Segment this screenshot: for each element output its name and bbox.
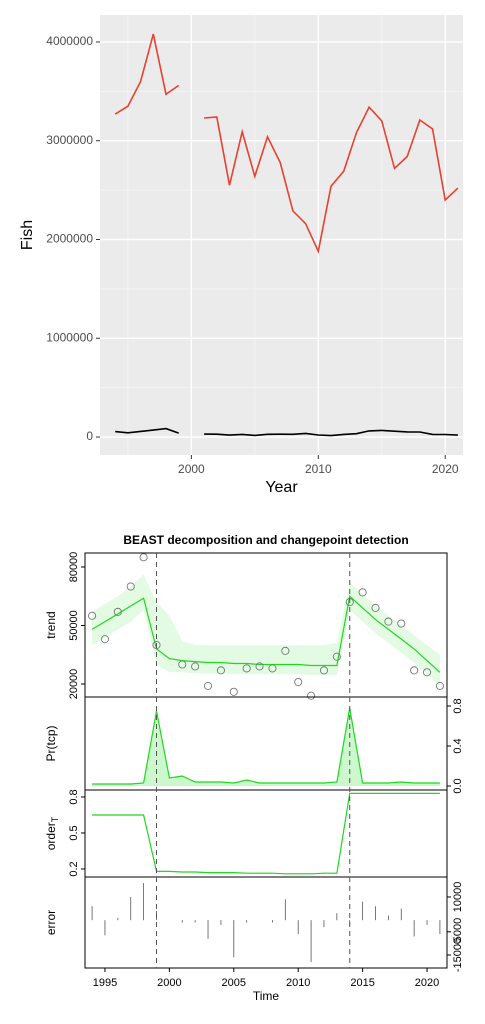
- x-axis-title: Year: [265, 479, 298, 496]
- data-point: [397, 619, 406, 628]
- y-axis-title: Pr(tcp): [44, 725, 58, 761]
- y-axis-title: trend: [44, 611, 58, 638]
- x-tick-label: 2000: [178, 462, 205, 476]
- y-tick-label: -5000: [452, 918, 464, 946]
- data-point: [113, 607, 122, 616]
- data-point: [178, 660, 187, 669]
- panel-frame: [84, 876, 448, 969]
- series-line: [115, 427, 458, 437]
- data-point: [268, 664, 277, 673]
- x-axis-title: Time: [253, 989, 280, 1003]
- data-point: [88, 611, 97, 620]
- y-tick-label: 2000000: [46, 232, 93, 246]
- y-axis-title: error: [44, 910, 58, 935]
- data-point: [255, 662, 264, 671]
- y-tick-label: 0.8: [68, 789, 80, 804]
- data-point: [294, 677, 303, 687]
- probability-line: [92, 707, 440, 785]
- y-tick-label: 50000: [68, 610, 80, 641]
- data-point: [371, 603, 380, 612]
- y-axis-title-text: error: [44, 910, 58, 935]
- x-tick-label: 2020: [432, 462, 459, 476]
- data-point: [384, 617, 393, 626]
- data-point: [281, 646, 290, 655]
- y-axis-title-text: Pr(tcp): [44, 725, 58, 761]
- x-tick-label: 2010: [305, 462, 332, 476]
- data-point: [126, 582, 135, 591]
- data-point: [139, 553, 148, 562]
- y-tick-label: 3000000: [46, 133, 93, 147]
- x-tick-label: 2005: [222, 977, 246, 989]
- y-tick-label: -15000: [452, 938, 464, 972]
- y-axis-title-text: order: [44, 822, 58, 850]
- y-tick-label: 0.0: [452, 778, 464, 793]
- y-axis-title-subscript: T: [50, 816, 60, 822]
- data-point: [229, 687, 238, 696]
- y-tick-label: 10000: [452, 882, 464, 913]
- y-axis-title: Fish: [19, 220, 36, 250]
- y-tick-label: 0.2: [68, 861, 80, 876]
- series-line: [114, 33, 459, 254]
- y-tick-label: 0.8: [452, 698, 464, 713]
- data-point: [422, 668, 432, 677]
- data-point: [307, 691, 316, 700]
- order-line: [92, 792, 440, 875]
- y-axis-title: orderT: [44, 816, 60, 850]
- uncertainty-band: [92, 574, 440, 686]
- x-tick-label: 1995: [93, 977, 117, 989]
- y-tick-label: 20000: [68, 669, 80, 700]
- data-point: [410, 666, 419, 675]
- data-point: [216, 666, 225, 675]
- y-tick-label: 0.5: [68, 825, 80, 840]
- data-point: [332, 652, 341, 661]
- data-point: [319, 666, 329, 675]
- plot-background: [100, 15, 463, 455]
- x-tick-label: 2000: [157, 977, 181, 989]
- data-point: [358, 588, 367, 597]
- chart-title: BEAST decomposition and changepoint dete…: [123, 533, 408, 547]
- data-point: [152, 640, 161, 650]
- panel-frame: [84, 696, 448, 791]
- panel-frame: [84, 789, 448, 878]
- y-tick-label: 0.4: [452, 738, 464, 753]
- data-point: [203, 681, 213, 690]
- data-point: [242, 664, 251, 673]
- x-tick-label: 2015: [350, 977, 374, 989]
- x-tick-label: 2010: [286, 977, 310, 989]
- trend-line: [91, 595, 441, 673]
- y-tick-label: 0: [86, 429, 93, 443]
- data-point: [435, 681, 444, 690]
- data-point: [191, 662, 200, 671]
- y-axis-title-text: trend: [44, 611, 58, 638]
- y-tick-label: 4000000: [46, 34, 93, 48]
- x-tick-label: 2020: [415, 977, 439, 989]
- probability-area: [92, 708, 440, 786]
- y-tick-label: 80000: [68, 552, 80, 583]
- data-point: [100, 635, 110, 644]
- y-tick-label: 1000000: [46, 330, 93, 344]
